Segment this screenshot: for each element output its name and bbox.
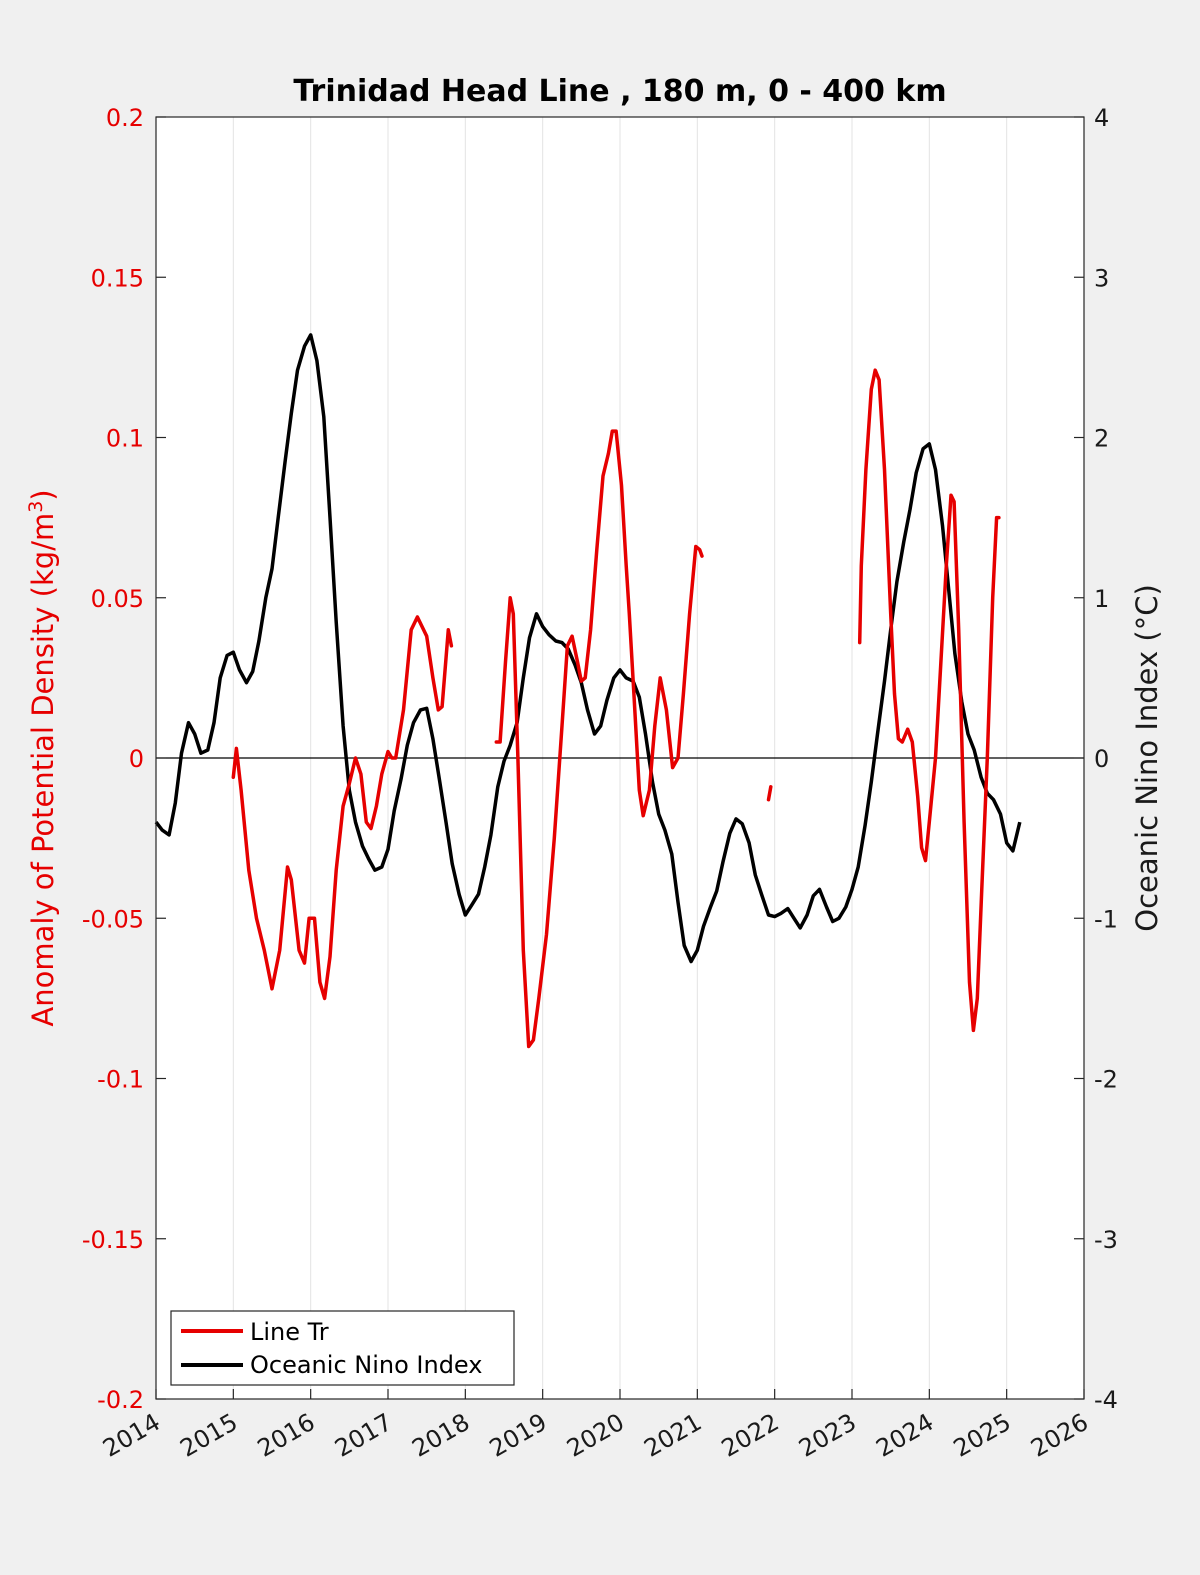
y-axis-left-label: Anomaly of Potential Density (kg/m3) <box>25 489 60 1026</box>
x-tick-label: 2014 <box>98 1408 165 1463</box>
y-right-tick-label: -1 <box>1094 905 1118 933</box>
series-line-tr-segment <box>857 368 1001 1033</box>
x-tick-label: 2021 <box>639 1408 706 1463</box>
y-axis-right-label: Oceanic Nino Index (°C) <box>1130 584 1164 932</box>
series-line-tr-segment <box>231 615 454 1001</box>
y-left-tick-label: 0.2 <box>106 104 144 132</box>
y-left-tick-label: -0.1 <box>97 1066 144 1094</box>
x-tick-label: 2015 <box>175 1408 242 1463</box>
y-axis-left-label-close: ) <box>26 489 60 500</box>
x-tick-label: 2025 <box>949 1408 1016 1463</box>
y-right-tick-label: -4 <box>1094 1386 1118 1414</box>
y-right-tick-label: 0 <box>1094 745 1109 773</box>
y-left-tick-label: -0.2 <box>97 1386 144 1414</box>
x-tick-label: 2018 <box>407 1408 474 1463</box>
y-left-tick-label: -0.05 <box>82 905 144 933</box>
chart-title: Trinidad Head Line , 180 m, 0 - 400 km <box>293 74 946 109</box>
series-line-tr-segment <box>494 429 704 1049</box>
legend-label-oni: Oceanic Nino Index <box>250 1351 482 1379</box>
y-left-tick-label: -0.15 <box>82 1226 144 1254</box>
series-layer <box>154 333 1022 1049</box>
x-tick-label: 2017 <box>330 1408 397 1463</box>
legend: Line Tr Oceanic Nino Index <box>170 1310 515 1386</box>
y-right-tick-label: -3 <box>1094 1226 1118 1254</box>
y-left-tick-label: 0.15 <box>91 264 144 292</box>
y-left-tick-label: 0 <box>129 745 144 773</box>
x-tick-label: 2019 <box>485 1408 552 1463</box>
series-line-tr-segment <box>766 785 773 802</box>
x-tick-label: 2024 <box>871 1408 938 1463</box>
y-right-tick-label: -2 <box>1094 1066 1118 1094</box>
series-oni-line <box>154 333 1022 964</box>
x-tick-label: 2023 <box>794 1408 861 1463</box>
y-left-tick-label: 0.05 <box>91 585 144 613</box>
y-right-tick-label: 1 <box>1094 585 1109 613</box>
y-axis-left-label-superscript: 3 <box>25 501 47 513</box>
x-tick-label: 2026 <box>1026 1408 1093 1463</box>
y-left-tick-label: 0.1 <box>106 425 144 453</box>
legend-box <box>170 1310 515 1386</box>
x-tick-label: 2022 <box>717 1408 784 1463</box>
y-axis-left-label-main: Anomaly of Potential Density (kg/m <box>26 513 60 1027</box>
y-right-tick-label: 4 <box>1094 104 1109 132</box>
legend-label-line-tr: Line Tr <box>250 1318 329 1346</box>
y-right-tick-label: 3 <box>1094 264 1109 292</box>
x-tick-label: 2020 <box>562 1408 629 1463</box>
x-tick-label: 2016 <box>253 1408 320 1463</box>
y-right-tick-label: 2 <box>1094 425 1109 453</box>
